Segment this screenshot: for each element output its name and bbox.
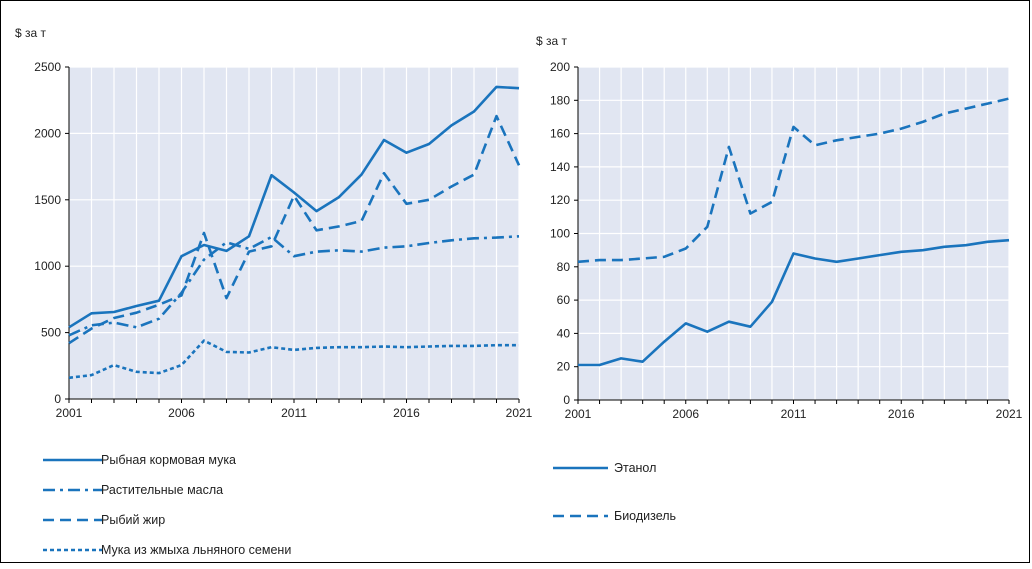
y-tick-label: 180	[550, 93, 570, 107]
y-tick-label: 100	[550, 227, 570, 241]
legend-label-1: Этанол	[614, 461, 656, 475]
y-tick-label: 200	[550, 60, 570, 74]
x-tick-label: 2011	[281, 406, 307, 420]
x-tick-label: 2006	[168, 406, 195, 420]
y-tick-label: 0	[563, 393, 570, 407]
y-tick-label: 1000	[34, 259, 61, 273]
y-tick-label: 500	[41, 326, 61, 340]
x-tick-label: 2011	[781, 407, 807, 421]
x-tick-label: 2021	[996, 407, 1023, 421]
x-tick-label: 2016	[393, 406, 420, 420]
y-tick-label: 2000	[34, 126, 61, 140]
y-tick-label: 160	[550, 127, 570, 141]
legend-label-2: Биодизель	[614, 509, 676, 523]
y-axis-unit-label: $ за т	[536, 34, 568, 48]
y-tick-label: 80	[557, 260, 571, 274]
series-line-2	[577, 97, 1010, 264]
x-tick-label: 2001	[565, 407, 592, 421]
y-tick-label: 140	[550, 160, 570, 174]
y-tick-label: 60	[557, 293, 571, 307]
series-line-2	[68, 235, 520, 337]
x-tick-label: 2006	[672, 407, 699, 421]
series-line-1	[578, 238, 1010, 367]
gridlines	[577, 66, 1010, 401]
y-tick-label: 2500	[34, 60, 61, 74]
legend-label-4: Мука из жмыха льняного семени	[101, 543, 291, 557]
series-line-1	[68, 85, 520, 329]
gridlines	[68, 66, 520, 400]
legend-label-1: Рыбная кормовая мука	[101, 453, 236, 467]
x-tick-label: 2021	[506, 406, 533, 420]
x-tick-label: 2016	[888, 407, 915, 421]
series-line-4	[68, 339, 519, 380]
y-tick-label: 120	[550, 193, 570, 207]
x-tick-label: 2001	[56, 406, 83, 420]
y-axis-unit-label: $ за т	[15, 26, 47, 40]
chart-panel-2: 0 20 40 60 80 100 120 140 160 180 200 2001 2006 2011 2…	[536, 34, 1023, 523]
y-tick-label: 20	[557, 360, 571, 374]
y-tick-label: 0	[54, 392, 61, 406]
legend-label-3: Рыбий жир	[101, 513, 165, 527]
legend-label-2: Растительные масла	[101, 483, 223, 497]
y-tick-label: 40	[557, 326, 571, 340]
chart-panel-1: 0 500 1000 1500 2000 2500 2001 2006 2011 2016 2021…	[15, 26, 533, 557]
y-tick-label: 1500	[34, 193, 61, 207]
